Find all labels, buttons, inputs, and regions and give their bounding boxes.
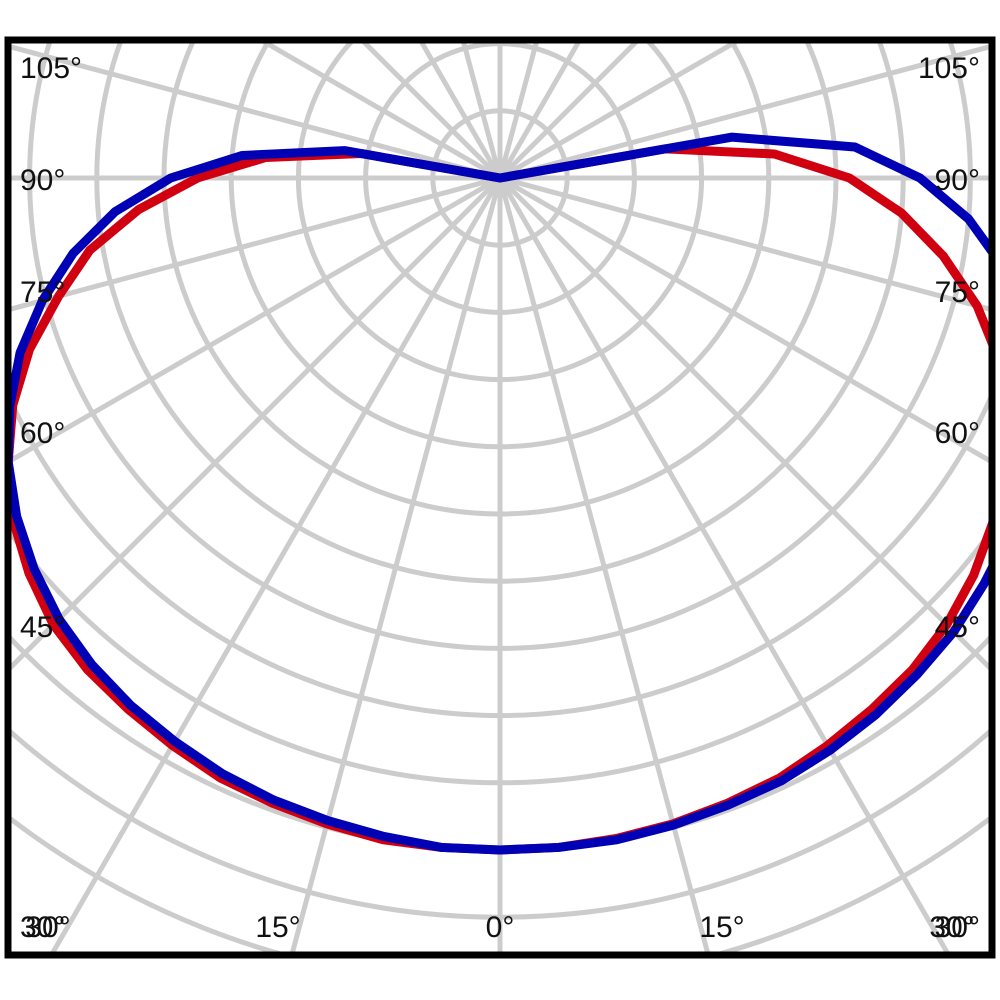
grid-spoke — [11, 175, 501, 312]
grid-spoke — [498, 43, 738, 181]
angle-label-right-105: 105° — [918, 52, 980, 85]
intensity-curves — [11, 132, 989, 855]
grid-spoke — [262, 43, 502, 181]
angle-label-right-90: 90° — [935, 164, 980, 197]
grid-spoke — [497, 176, 950, 952]
angle-label-right-30: 30° — [935, 911, 980, 944]
angle-label-left-105: 105° — [20, 52, 82, 85]
angle-label-left-60: 60° — [20, 417, 65, 450]
angle-label-bottom-0: 30° — [25, 911, 70, 944]
angle-label-bottom-4: 30° — [929, 911, 974, 944]
chart-frame — [4, 36, 996, 959]
angle-label-bottom-1: 15° — [255, 911, 300, 944]
intensity-curve-c90-c270 — [11, 132, 989, 855]
angle-label-left-75: 75° — [20, 276, 65, 309]
grid-spoke — [50, 176, 503, 952]
angle-labels: 105°90°75°60°45°30°105°90°75°60°45°30°30… — [20, 52, 980, 944]
angle-label-bottom-3: 15° — [699, 911, 744, 944]
angle-label-bottom-2: 0° — [486, 911, 515, 944]
angle-label-right-45: 45° — [935, 611, 980, 644]
grid-spoke — [11, 44, 501, 181]
grid-spoke — [498, 176, 989, 671]
grid-spoke — [290, 177, 503, 952]
grid-spoke — [497, 177, 710, 952]
grid-spoke — [11, 175, 502, 463]
grid-spoke — [11, 176, 502, 671]
grid-spoke — [499, 44, 989, 181]
grid-spoke — [499, 175, 989, 312]
angle-label-right-75: 75° — [935, 276, 980, 309]
angle-label-left-30: 30° — [20, 911, 65, 944]
angle-label-left-45: 45° — [20, 611, 65, 644]
angle-label-left-90: 90° — [20, 164, 65, 197]
grid-spoke — [498, 175, 989, 463]
angle-label-right-60: 60° — [935, 417, 980, 450]
